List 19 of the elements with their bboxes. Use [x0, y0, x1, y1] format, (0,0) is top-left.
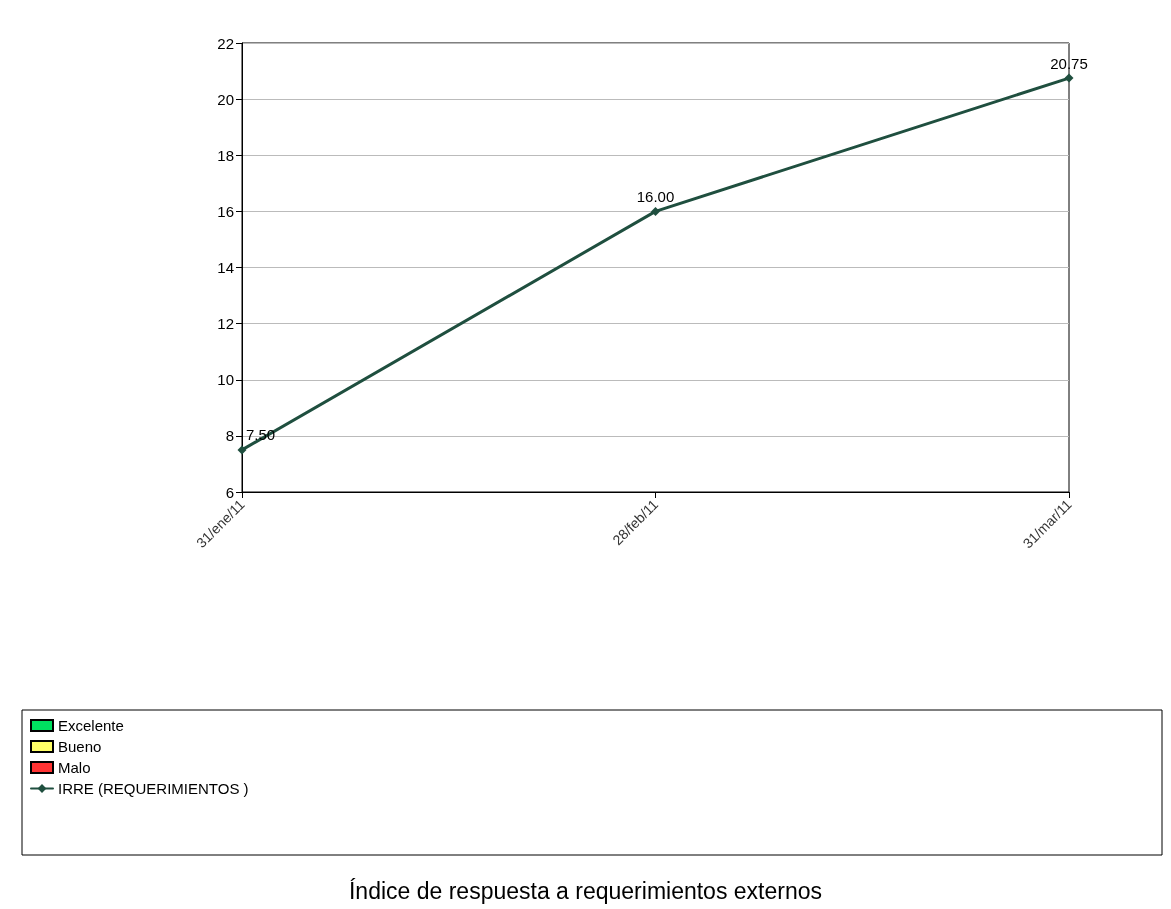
legend-label: Malo [58, 759, 91, 776]
legend-label: Bueno [58, 738, 102, 755]
y-tick-label: 22 [217, 34, 234, 52]
y-tick-label: 6 [225, 483, 234, 501]
point [237, 445, 247, 455]
legend-label: Excelente [58, 717, 124, 734]
y-tick-label: 16 [217, 202, 234, 220]
point [1064, 73, 1074, 83]
y-tick-label: 10 [217, 371, 234, 389]
y-tick-label: 20 [217, 90, 234, 108]
y-tick-label: 12 [217, 315, 234, 333]
data-label: 20.75 [1050, 54, 1088, 72]
text: Índice de respuesta a requerimientos externos [348, 877, 823, 904]
point [651, 206, 660, 216]
y-tick-label: 18 [217, 146, 234, 164]
y-tick-label: 8 [225, 427, 234, 445]
data-label: 16.00 [636, 187, 675, 205]
legend-label: IRRE (REQUERIMIENTOS ) [58, 780, 249, 797]
y-tick-label: 14 [217, 259, 234, 276]
